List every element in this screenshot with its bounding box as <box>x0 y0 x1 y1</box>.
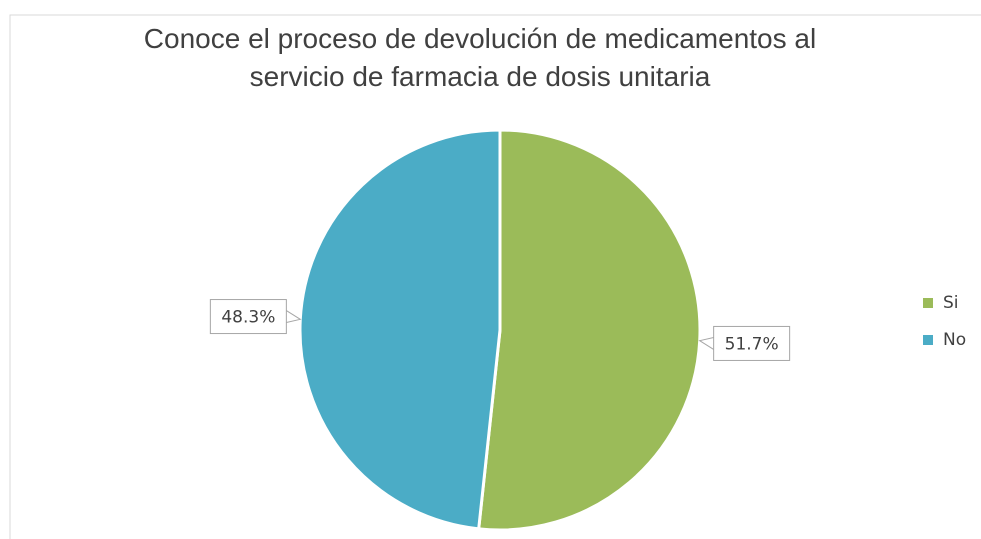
label-callout <box>698 336 714 350</box>
chart-border <box>9 14 981 539</box>
label-box <box>713 325 791 361</box>
data-label: 51.7% <box>725 334 779 354</box>
chart-title: Conoce el proceso de devolución de medic… <box>143 23 817 92</box>
pie-slice <box>477 128 702 532</box>
label-callout <box>286 310 302 324</box>
label-box <box>209 299 287 335</box>
legend-swatch <box>923 298 933 308</box>
legend-label: No <box>943 330 966 350</box>
legend-label: Si <box>943 293 959 313</box>
data-label: 48.3% <box>221 308 275 328</box>
legend-swatch <box>923 335 933 345</box>
pie-slice <box>298 128 502 531</box>
